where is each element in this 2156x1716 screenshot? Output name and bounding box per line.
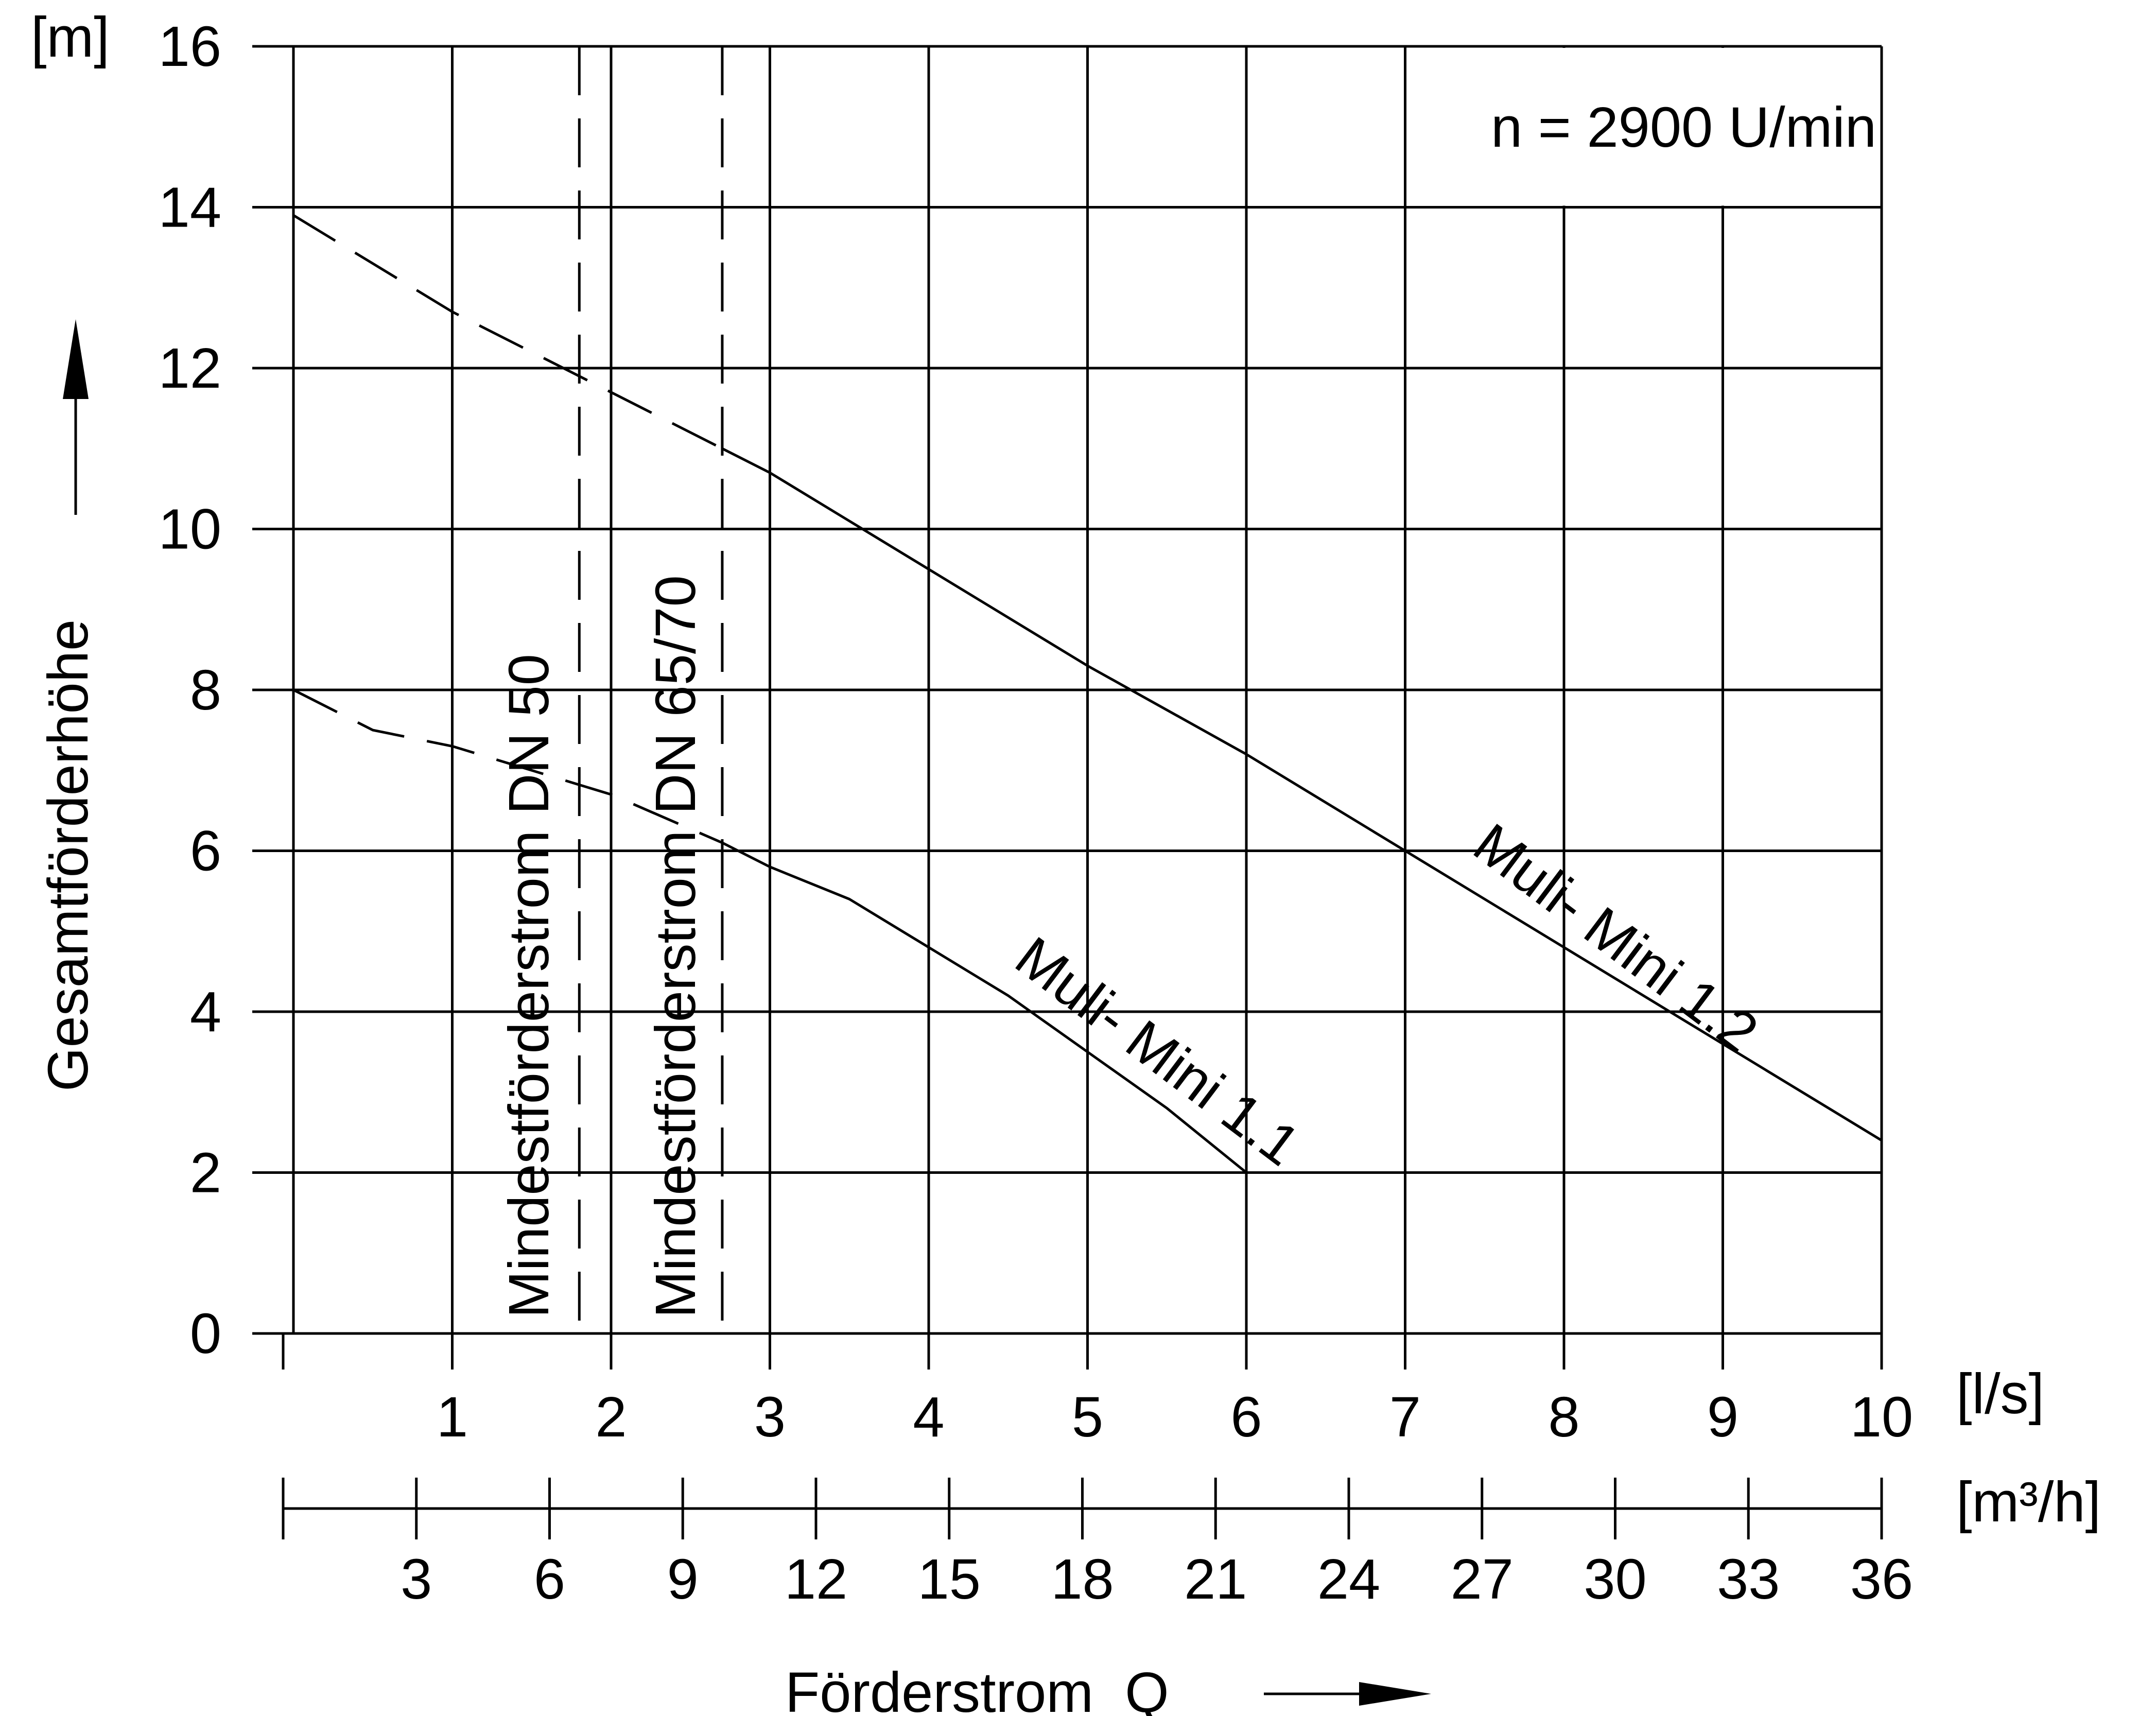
y-axis-title: Gesamtförderhöhe <box>37 619 100 1091</box>
curve-solid-segment <box>721 447 1883 1142</box>
x-tick-label: 9 <box>1707 1385 1738 1449</box>
y-tick-label: 16 <box>159 15 221 78</box>
x-tick-label: 1 <box>437 1385 468 1449</box>
y-tick-label: 14 <box>159 176 221 239</box>
speed-annotation: n = 2900 U/min <box>1491 96 1876 159</box>
y-tick-label: 0 <box>190 1302 221 1365</box>
x-tick-label: 8 <box>1548 1385 1579 1449</box>
x2-tick-label: 36 <box>1850 1548 1913 1611</box>
x-axis-arrow-head <box>1359 1682 1431 1706</box>
y-tick-label: 4 <box>190 980 221 1044</box>
x2-tick-label: 9 <box>667 1548 699 1611</box>
labels: [m] [l/s] [m³/h] Förderstrom Q Gesamtför… <box>31 6 2101 1716</box>
y-tick-label: 2 <box>190 1141 221 1205</box>
ref-label-dn65-70: Mindestförderstrom DN 65/70 <box>644 575 707 1318</box>
x2-tick-label: 21 <box>1184 1548 1247 1611</box>
curve-dashed-segment <box>292 688 723 844</box>
series-label-mini-1-1: Muli- Mini 1.1 <box>1004 925 1311 1178</box>
x2-tick-label: 3 <box>401 1548 432 1611</box>
x-axis-title: Förderstrom Q <box>785 1661 1169 1716</box>
y-tick-label: 10 <box>159 498 221 561</box>
x2-tick-label: 24 <box>1317 1548 1380 1611</box>
x-unit-label: [l/s] <box>1956 1362 2044 1426</box>
x-tick-label: 10 <box>1850 1385 1913 1449</box>
y-tick-label: 8 <box>190 658 221 722</box>
curve-dashed-segment <box>292 214 723 450</box>
x2-tick-label: 12 <box>785 1548 847 1611</box>
x2-tick-label: 30 <box>1584 1548 1646 1611</box>
x-tick-label: 4 <box>913 1385 944 1449</box>
grid-layer <box>252 45 1883 1335</box>
ref-label-dn50: Mindestförderstrom DN 50 <box>497 654 561 1318</box>
x2-tick-label: 18 <box>1051 1548 1114 1611</box>
x2-unit-label: [m³/h] <box>1956 1470 2101 1534</box>
curves <box>292 214 1883 1174</box>
x-tick-label: 3 <box>754 1385 786 1449</box>
y-tick-label: 6 <box>190 820 221 883</box>
x2-tick-label: 27 <box>1451 1548 1514 1611</box>
annotation-box <box>1406 48 1880 206</box>
x-tick-label: 5 <box>1072 1385 1103 1449</box>
x-tick-label: 6 <box>1230 1385 1262 1449</box>
y-tick-label: 12 <box>159 337 221 400</box>
curve-solid-segment <box>721 841 1247 1174</box>
x-tick-label: 7 <box>1389 1385 1421 1449</box>
x2-tick-label: 6 <box>534 1548 565 1611</box>
x2-tick-label: 33 <box>1717 1548 1780 1611</box>
x-tick-label: 2 <box>595 1385 627 1449</box>
y-unit-label: [m] <box>31 6 110 69</box>
x2-tick-label: 15 <box>918 1548 981 1611</box>
y-axis-arrow-head <box>63 319 89 399</box>
